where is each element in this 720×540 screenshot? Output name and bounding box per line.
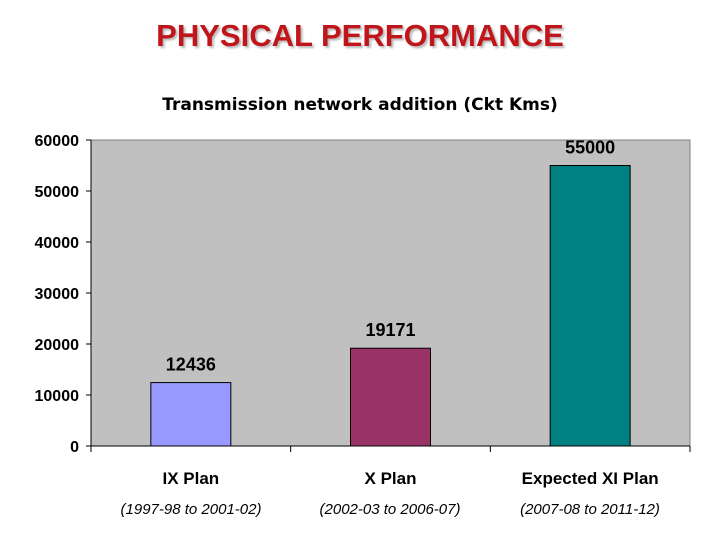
y-tick-label: 50000 [35, 184, 80, 201]
period-label-ix: (1997-98 to 2001-02) [120, 501, 262, 518]
x-category-label: IX Plan [162, 469, 219, 488]
period-label-x: (2002-03 to 2006-07) [319, 501, 461, 518]
x-category-label: Expected XI Plan [522, 469, 659, 488]
period-label-xi: (2007-08 to 2011-12) [520, 501, 660, 518]
y-tick-label: 60000 [35, 133, 80, 150]
bar [150, 382, 232, 447]
data-label: 55000 [565, 138, 615, 158]
y-tick-label: 0 [70, 439, 79, 456]
chart-title: Transmission network addition (Ckt Kms) [162, 95, 558, 115]
data-label: 12436 [166, 355, 216, 375]
bar [350, 347, 431, 447]
data-label: 19171 [365, 320, 415, 340]
y-tick-label: 30000 [35, 286, 80, 303]
y-tick-label: 20000 [35, 337, 80, 354]
y-tick-label: 10000 [35, 388, 80, 405]
bar [549, 165, 631, 447]
y-tick-label: 40000 [35, 235, 80, 252]
x-category-label: X Plan [365, 469, 417, 488]
slide-title: PHYSICAL PERFORMANCE [156, 18, 564, 53]
